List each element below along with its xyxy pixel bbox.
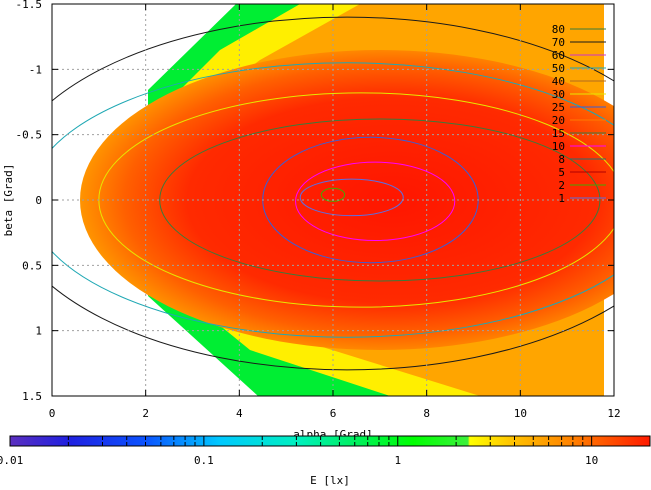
colorbar-tick-label: 10 (585, 454, 598, 467)
legend-label: 2 (558, 179, 565, 192)
legend-label: 80 (552, 23, 565, 36)
y-axis-label: beta [Grad] (2, 164, 15, 237)
y-tick-label: 1 (35, 325, 42, 338)
y-tick-label: 0.5 (22, 259, 42, 272)
x-tick-label: 12 (607, 407, 620, 420)
legend-label: 60 (552, 49, 565, 62)
legend-label: 15 (552, 127, 565, 140)
colorbar-ticks: 0.01 0.1 1 10 (0, 436, 651, 467)
contour-line (52, 16, 614, 371)
legend-label: 5 (558, 166, 565, 179)
contour-line (295, 161, 456, 242)
x-tick-label: 8 (423, 407, 430, 420)
y-tick-label: 1.5 (22, 390, 42, 403)
colorbar (9, 435, 651, 447)
contour-line (52, 62, 614, 338)
x-tick-label: 4 (236, 407, 243, 420)
y-tick-label: -1 (29, 63, 42, 76)
legend-label: 10 (552, 140, 565, 153)
y-tick-label: 0 (35, 194, 42, 207)
legend-label: 50 (552, 62, 565, 75)
legend-label: 40 (552, 75, 565, 88)
grid-lines (52, 4, 614, 396)
legend-label: 30 (552, 88, 565, 101)
x-tick-label: 2 (142, 407, 149, 420)
legend-label: 25 (552, 101, 565, 114)
x-tick-label: 6 (330, 407, 337, 420)
y-axis-ticks: -1.5 -1 -0.5 0 0.5 1 1.5 (16, 0, 614, 403)
contour-line (320, 187, 346, 202)
x-axis-ticks: 0 2 4 6 8 10 12 (49, 4, 621, 420)
x-tick-label: 10 (514, 407, 527, 420)
y-tick-label: -0.5 (16, 129, 43, 142)
y-tick-label: -1.5 (16, 0, 43, 11)
legend-label: 8 (558, 153, 565, 166)
legend-label: 70 (552, 36, 565, 49)
colorbar-tick-label: 0.1 (194, 454, 214, 467)
colorbar-tick-label: 0.01 (0, 454, 23, 467)
colorbar-tick-label: 1 (394, 454, 401, 467)
x-tick-label: 0 (49, 407, 56, 420)
legend-label: 1 (558, 192, 565, 205)
contour-line (299, 178, 404, 217)
legend-label: 20 (552, 114, 565, 127)
contour-line (159, 118, 601, 282)
colorbar-label: E [lx] (310, 474, 350, 486)
